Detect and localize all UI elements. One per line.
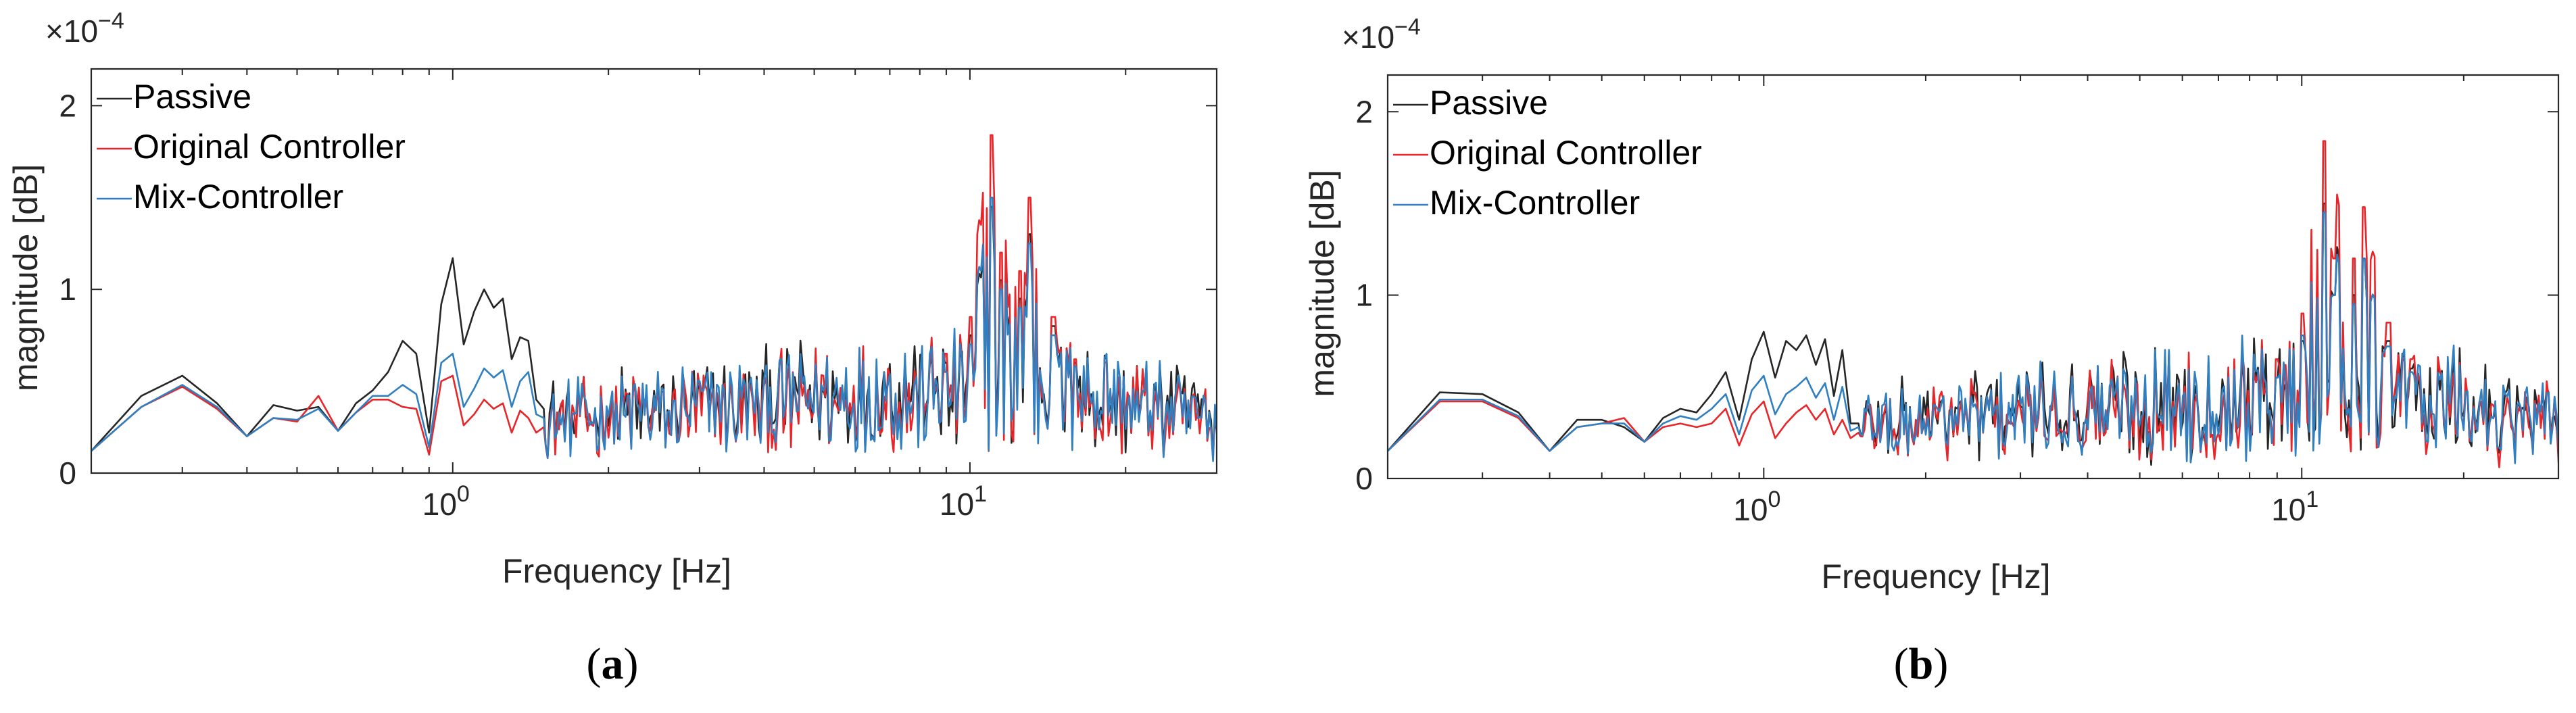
chart-b-axes-box — [1386, 74, 2560, 480]
chart-a-legend-label-0: Passive — [133, 78, 251, 116]
chart-a-legend-label-2: Mix-Controller — [133, 178, 343, 216]
caption-a-letter: a — [601, 639, 624, 689]
chart-a-y-axis-title: magnitude [dB] — [7, 164, 45, 391]
chart-a-axes-box — [90, 68, 1218, 474]
caption-b-letter: b — [1908, 639, 1934, 689]
caption-a: (a) — [586, 639, 639, 689]
chart-b-line-mix-controller — [1388, 212, 2558, 464]
chart-b-y-exponent: ×10−4 — [1342, 14, 1421, 55]
chart-b-y-tick-label-2: 2 — [1355, 94, 1373, 129]
chart-a-y-exponent: ×10−4 — [45, 8, 124, 49]
chart-a-x-tick-label-0: 100 — [422, 481, 470, 522]
chart-b-y-tick-label-1: 1 — [1355, 278, 1373, 313]
chart-b-y-tick-label-0: 0 — [1355, 461, 1373, 496]
chart-panel-a: 100 101 0 1 2 ×10−4 Frequency [Hz] magnitude [d… — [7, 8, 1218, 689]
chart-a-line-mix-controller — [91, 197, 1217, 462]
chart-b-x-tick-label-0: 100 — [1733, 487, 1780, 527]
chart-a-series-group — [91, 134, 1217, 462]
chart-a-x-tick-label-1: 101 — [940, 481, 987, 522]
chart-a-legend-label-1: Original Controller — [133, 128, 406, 166]
chart-b-x-axis-title: Frequency [Hz] — [1821, 558, 2050, 595]
chart-a-y-tick-label-2: 2 — [59, 88, 76, 123]
chart-b-legend-label-2: Mix-Controller — [1430, 184, 1640, 222]
chart-b-legend-label-1: Original Controller — [1430, 134, 1702, 172]
chart-panel-b: 100 101 0 1 2 ×10−4 Frequency [Hz] magnitude [d… — [1288, 0, 2575, 713]
chart-b-x-tick-label-1: 101 — [2271, 487, 2318, 527]
chart-b-series-group — [1388, 140, 2558, 468]
chart-a-x-axis-title: Frequency [Hz] — [502, 552, 731, 590]
chart-a-y-tick-label-1: 1 — [59, 272, 76, 307]
chart-b-legend: Passive Original Controller Mix-Controller — [1393, 84, 1702, 222]
caption-b: (b) — [1893, 639, 1949, 689]
chart-b-y-axis-title: magnitude [dB] — [1303, 170, 1341, 397]
chart-a-legend: Passive Original Controller Mix-Controller — [97, 78, 406, 216]
chart-b-legend-label-0: Passive — [1430, 84, 1548, 122]
chart-a-y-tick-label-0: 0 — [59, 456, 76, 491]
